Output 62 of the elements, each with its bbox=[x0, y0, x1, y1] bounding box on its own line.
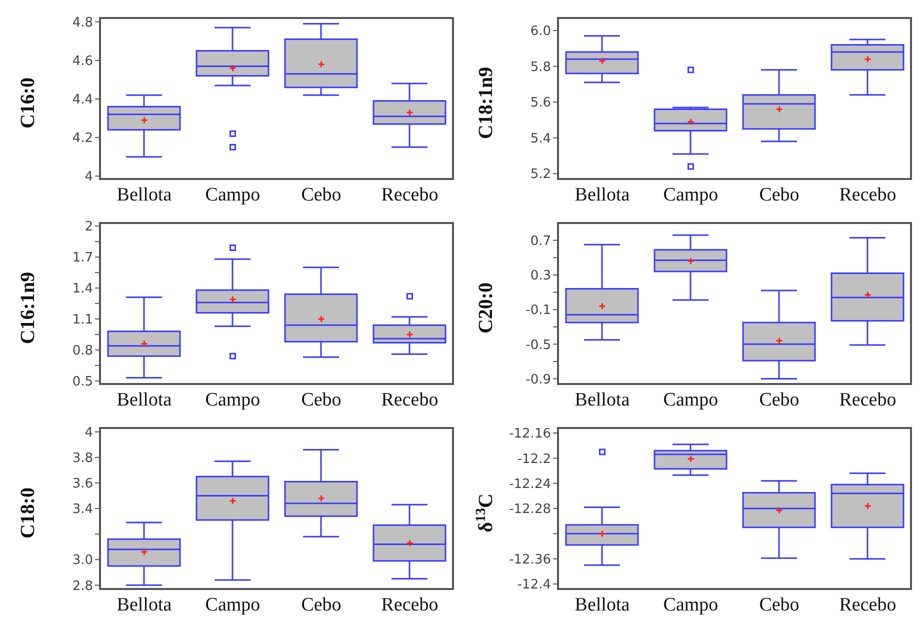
y-tick-label: 5.2 bbox=[530, 167, 551, 182]
x-tick-label: Campo bbox=[663, 389, 718, 410]
x-tick-label: Bellota bbox=[574, 594, 630, 616]
y-tick-label: 0.3 bbox=[530, 268, 551, 284]
y-tick-label: 6.0 bbox=[530, 24, 551, 40]
x-tick-label: Recebo bbox=[381, 389, 438, 410]
y-tick-label: -12.2 bbox=[517, 452, 551, 467]
y-axis-title: C20:0 bbox=[475, 282, 497, 334]
x-tick-label: Cebo bbox=[301, 594, 342, 616]
y-tick-label: 3.4 bbox=[72, 502, 93, 518]
y-tick-label: 4 bbox=[84, 425, 93, 440]
y-tick-label: 5.4 bbox=[530, 131, 551, 146]
y-tick-label: 3.0 bbox=[72, 553, 93, 568]
y-tick-label: 1.1 bbox=[72, 312, 93, 328]
y-axis-title: C18:0 bbox=[17, 487, 39, 539]
x-tick-label: Cebo bbox=[759, 389, 800, 410]
x-tick-label: Recebo bbox=[839, 594, 896, 616]
x-tick-label: Campo bbox=[205, 594, 260, 616]
x-tick-label: Cebo bbox=[301, 389, 342, 410]
x-tick-label: Bellota bbox=[574, 184, 630, 206]
y-tick-label: 4.4 bbox=[72, 92, 93, 108]
y-tick-label: 1.7 bbox=[72, 250, 93, 266]
y-tick-label: 0.8 bbox=[72, 344, 93, 359]
y-axis-title: C16:1n9 bbox=[17, 272, 39, 344]
y-tick-label: 1.4 bbox=[72, 282, 93, 297]
y-tick-label: 3.6 bbox=[72, 476, 93, 492]
x-tick-label: Recebo bbox=[381, 184, 438, 206]
y-tick-label: -0.9 bbox=[526, 372, 551, 388]
x-tick-label: Recebo bbox=[381, 594, 438, 616]
x-tick-label: Campo bbox=[205, 184, 260, 206]
y-tick-label: 4.8 bbox=[72, 15, 93, 30]
x-tick-label: Cebo bbox=[301, 184, 342, 206]
x-tick-label: Cebo bbox=[759, 594, 800, 616]
x-tick-label: Cebo bbox=[759, 184, 800, 206]
x-tick-label: Recebo bbox=[839, 389, 896, 410]
y-tick-label: -0.5 bbox=[526, 338, 551, 353]
y-tick-label: 2 bbox=[84, 220, 93, 235]
y-tick-label: 5.8 bbox=[530, 60, 551, 75]
y-tick-label: -12.28 bbox=[509, 502, 551, 518]
x-tick-label: Campo bbox=[663, 594, 718, 616]
y-tick-label: -12.4 bbox=[517, 578, 551, 593]
x-tick-label: Recebo bbox=[839, 184, 896, 206]
x-tick-label: Bellota bbox=[574, 389, 630, 410]
x-tick-label: Campo bbox=[205, 389, 260, 410]
x-tick-label: Bellota bbox=[116, 389, 172, 410]
y-tick-label: -12.24 bbox=[509, 476, 551, 492]
y-axis-title: C18:1n9 bbox=[475, 66, 497, 140]
y-tick-label: 2.8 bbox=[72, 578, 93, 594]
y-tick-label: 0.5 bbox=[72, 374, 93, 390]
y-tick-label: -12.16 bbox=[509, 426, 551, 442]
y-tick-label: -12.36 bbox=[509, 552, 551, 568]
y-tick-label: 3.8 bbox=[72, 451, 93, 466]
x-tick-label: Campo bbox=[663, 184, 718, 206]
y-axis-title: C16:0 bbox=[17, 77, 39, 129]
y-tick-label: -0.1 bbox=[526, 303, 551, 318]
y-tick-label: 0.7 bbox=[530, 234, 551, 249]
y-tick-label: 4.6 bbox=[72, 54, 93, 70]
y-tick-label: 4 bbox=[84, 170, 93, 185]
y-tick-label: 4.2 bbox=[72, 131, 93, 146]
y-tick-label: 5.6 bbox=[530, 96, 551, 111]
x-tick-label: Bellota bbox=[116, 594, 172, 616]
x-tick-label: Bellota bbox=[116, 184, 172, 206]
